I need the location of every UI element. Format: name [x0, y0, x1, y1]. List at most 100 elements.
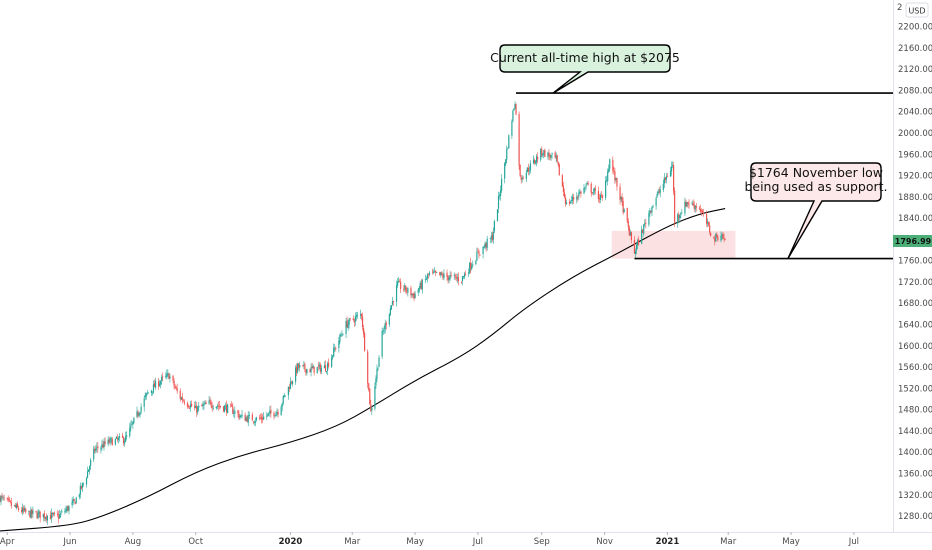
- candle-body: [478, 251, 480, 255]
- candle-body: [17, 507, 20, 510]
- candle-body: [398, 281, 400, 283]
- candle-body: [45, 516, 47, 520]
- candle-body: [468, 272, 470, 274]
- candle-body: [269, 410, 271, 414]
- x-tick-label: Mar: [720, 537, 737, 547]
- candle-body: [636, 240, 639, 246]
- candle-body: [255, 417, 258, 421]
- candle-body: [266, 415, 268, 417]
- candle-body: [211, 405, 213, 408]
- candle-body: [110, 438, 112, 439]
- candle-body: [16, 503, 19, 508]
- candle-body: [556, 155, 558, 162]
- candle-body: [694, 205, 696, 210]
- candle-body: [201, 404, 203, 407]
- candle-body: [652, 205, 654, 207]
- candle-body: [713, 236, 715, 238]
- candle-body: [453, 274, 455, 276]
- y-tick-label: 2120.00: [898, 65, 932, 75]
- candle-body: [94, 448, 96, 451]
- candle-body: [9, 500, 11, 502]
- candle-body: [43, 512, 45, 518]
- candle-body: [161, 376, 163, 381]
- candle-body: [447, 275, 449, 280]
- candle-body: [258, 417, 261, 419]
- candle-body: [24, 508, 26, 511]
- support-callout-box: [750, 162, 882, 259]
- candle-body: [720, 235, 722, 241]
- candle-body: [313, 366, 315, 373]
- candle-body: [688, 203, 690, 205]
- candle-body: [15, 504, 18, 508]
- candle-body: [168, 373, 170, 379]
- candle-body: [384, 323, 386, 330]
- y-tick-label: 1960.00: [898, 150, 932, 160]
- candle-body: [263, 416, 265, 420]
- candle-body: [705, 214, 708, 224]
- candle-body: [205, 402, 207, 404]
- candle-body: [275, 412, 277, 416]
- candle-body: [587, 182, 589, 185]
- candle-body: [484, 242, 486, 248]
- candle-body: [431, 271, 434, 273]
- candle-body: [158, 381, 160, 387]
- x-tick-label: 2021: [656, 537, 680, 547]
- candle-body: [150, 390, 153, 393]
- y-tick-label: 1360.00: [898, 469, 932, 479]
- candle-body: [642, 230, 644, 234]
- candle-body: [273, 412, 275, 417]
- candle-body: [104, 441, 106, 444]
- candle-body: [137, 412, 139, 416]
- candle-body: [491, 235, 493, 241]
- candle-body: [645, 222, 647, 224]
- candle-body: [58, 515, 60, 519]
- candle-body: [695, 206, 697, 208]
- candle-body: [252, 421, 254, 423]
- candle-body: [564, 197, 567, 204]
- candle-body: [448, 277, 450, 281]
- candle-body: [441, 273, 443, 275]
- y-tick-label: 2040.00: [898, 108, 932, 118]
- candle-body: [684, 201, 686, 214]
- candle-body: [280, 406, 282, 416]
- y-tick-label: 2200.00: [898, 23, 932, 33]
- candle-body: [463, 273, 466, 278]
- price-axis[interactable]: 1280.00 1320.00 1360.00 1400.00 1440.00 1480.…: [898, 23, 932, 522]
- candle-body: [10, 502, 12, 507]
- y-tick-label: 1280.00: [898, 512, 932, 522]
- candle-body: [143, 398, 145, 407]
- candle-body: [374, 386, 376, 409]
- candle-body: [540, 148, 542, 160]
- candle-body: [542, 154, 544, 156]
- candle-body: [246, 417, 248, 422]
- candle-body: [216, 405, 218, 407]
- time-axis[interactable]: Apr Jun Aug Oct 2020 Mar May Jul Sep Nov 2021 Mar Ma…: [0, 532, 859, 547]
- candle-body: [359, 313, 362, 316]
- candle-body: [396, 281, 399, 286]
- candle-body: [496, 209, 499, 222]
- y-tick-label: 1880.00: [898, 193, 932, 203]
- candle-body: [60, 513, 62, 515]
- candle-body: [428, 272, 431, 275]
- candle-body: [360, 314, 363, 317]
- candle-body: [633, 239, 636, 254]
- candle-body: [352, 318, 354, 321]
- ath-callout[interactable]: Current all-time high at $2075: [490, 44, 680, 94]
- x-tick-label: Jul: [472, 537, 483, 547]
- candle-body: [174, 386, 176, 388]
- candle-body: [504, 163, 506, 179]
- candle-body: [651, 207, 653, 213]
- candle-body: [100, 447, 102, 450]
- currency-badge[interactable]: USD: [905, 2, 929, 18]
- candle-body: [570, 201, 572, 203]
- candle-body: [580, 191, 582, 194]
- y-tick-label: 1440.00: [898, 427, 932, 437]
- candle-body: [368, 383, 370, 390]
- candle-body: [462, 276, 465, 278]
- candle-body: [455, 276, 457, 279]
- candle-body: [680, 213, 682, 216]
- candle-body: [405, 285, 407, 292]
- candle-body: [456, 277, 458, 279]
- candle-body: [14, 505, 17, 508]
